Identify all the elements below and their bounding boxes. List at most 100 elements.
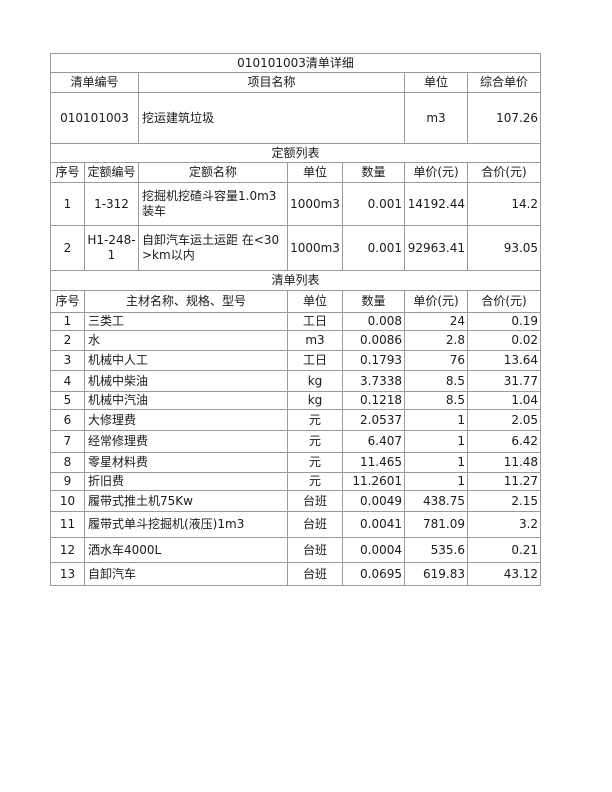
quota-header-row: 序号 定额编号 定额名称 单位 数量 单价(元) 合价(元)	[50, 162, 542, 183]
cell-no: 2	[50, 225, 85, 271]
cell-total: 1.04	[466, 391, 542, 410]
quota-header-no: 序号	[50, 162, 85, 183]
cell-no: 8	[50, 452, 85, 473]
cell-price: 438.75	[404, 490, 468, 512]
cell-no: 7	[50, 430, 85, 453]
list-header-price: 单价(元)	[404, 290, 468, 313]
list-section-row: 清单列表	[49, 270, 542, 291]
cell-name: 履带式单斗挖掘机(液压)1m3	[84, 511, 288, 538]
cell-unit: 1000m3	[287, 225, 343, 271]
cell-qty: 0.1793	[342, 350, 405, 371]
cell-unit: 1000m3	[287, 182, 343, 226]
cell-unit: kg	[287, 370, 343, 392]
list-section-title: 清单列表	[49, 270, 542, 291]
cell-price: 107.26	[466, 92, 542, 144]
summary-row: 010101003 挖运建筑垃圾 m3 107.26	[50, 92, 542, 144]
cell-total: 11.48	[466, 452, 542, 473]
cell-name: 自卸汽车运土运距 在<30>km以内	[138, 225, 288, 271]
cell-no: 5	[50, 391, 85, 410]
cell-no: 1	[50, 312, 85, 331]
table-title-row: 010101003清单详细	[49, 53, 542, 73]
cell-name: 洒水车4000L	[84, 537, 288, 563]
list-row: 2 水 m3 0.0086 2.8 0.02	[50, 330, 542, 351]
cell-unit: 台班	[287, 490, 343, 512]
cell-price: 1	[404, 409, 468, 431]
list-row: 10 履带式推土机75Kw 台班 0.0049 438.75 2.15	[50, 490, 542, 512]
list-row: 9 折旧费 元 11.2601 1 11.27	[50, 472, 542, 491]
cell-price: 14192.44	[404, 182, 468, 226]
list-row: 6 大修理费 元 2.0537 1 2.05	[50, 409, 542, 431]
cell-qty: 0.0695	[342, 562, 405, 586]
summary-header-price: 综合单价	[466, 72, 542, 93]
summary-header-name: 项目名称	[138, 72, 405, 93]
cell-qty: 11.2601	[342, 472, 405, 491]
cell-unit: kg	[287, 391, 343, 410]
cell-name: 折旧费	[84, 472, 288, 491]
list-header-row: 序号 主材名称、规格、型号 单位 数量 单价(元) 合价(元)	[50, 290, 542, 313]
cell-name: 挖掘机挖碴斗容量1.0m3装车	[138, 182, 288, 226]
cell-no: 6	[50, 409, 85, 431]
cell-no: 13	[50, 562, 85, 586]
cell-price: 535.6	[404, 537, 468, 563]
cell-unit: m3	[404, 92, 468, 144]
cell-price: 1	[404, 472, 468, 491]
cell-price: 2.8	[404, 330, 468, 351]
cell-name: 机械中汽油	[84, 391, 288, 410]
cell-total: 0.19	[466, 312, 542, 331]
page-title: 010101003清单详细	[49, 53, 542, 73]
cell-unit: m3	[287, 330, 343, 351]
cell-unit: 元	[287, 452, 343, 473]
cell-no: 2	[50, 330, 85, 351]
cell-qty: 0.001	[342, 225, 405, 271]
cell-unit: 工日	[287, 312, 343, 331]
cell-total: 13.64	[466, 350, 542, 371]
cell-qty: 2.0537	[342, 409, 405, 431]
cell-no: 12	[50, 537, 85, 563]
list-row: 3 机械中人工 工日 0.1793 76 13.64	[50, 350, 542, 371]
cell-total: 93.05	[466, 225, 542, 271]
cell-no: 4	[50, 370, 85, 392]
cell-price: 1	[404, 430, 468, 453]
cell-total: 14.2	[466, 182, 542, 226]
quota-row: 1 1-312 挖掘机挖碴斗容量1.0m3装车 1000m3 0.001 141…	[50, 182, 542, 226]
quota-row: 2 H1-248-1 自卸汽车运土运距 在<30>km以内 1000m3 0.0…	[50, 225, 542, 271]
cell-qty: 0.0086	[342, 330, 405, 351]
cell-unit: 元	[287, 409, 343, 431]
detail-table: 010101003清单详细 清单编号 项目名称 单位 综合单价 01010100…	[49, 53, 542, 586]
cell-total: 2.05	[466, 409, 542, 431]
list-row: 12 洒水车4000L 台班 0.0004 535.6 0.21	[50, 537, 542, 563]
cell-name: 机械中人工	[84, 350, 288, 371]
cell-unit: 台班	[287, 562, 343, 586]
cell-price: 8.5	[404, 370, 468, 392]
cell-name: 大修理费	[84, 409, 288, 431]
cell-no: 11	[50, 511, 85, 538]
cell-no: 3	[50, 350, 85, 371]
list-header-no: 序号	[50, 290, 85, 313]
quota-section-title: 定额列表	[49, 143, 542, 163]
cell-qty: 3.7338	[342, 370, 405, 392]
cell-total: 43.12	[466, 562, 542, 586]
cell-no: 1	[50, 182, 85, 226]
summary-header-code: 清单编号	[50, 72, 139, 93]
cell-price: 92963.41	[404, 225, 468, 271]
cell-price: 24	[404, 312, 468, 331]
cell-qty: 0.008	[342, 312, 405, 331]
cell-total: 0.21	[466, 537, 542, 563]
cell-name: 经常修理费	[84, 430, 288, 453]
cell-price: 619.83	[404, 562, 468, 586]
cell-qty: 6.407	[342, 430, 405, 453]
list-row: 7 经常修理费 元 6.407 1 6.42	[50, 430, 542, 453]
cell-no: 10	[50, 490, 85, 512]
cell-qty: 0.1218	[342, 391, 405, 410]
list-row: 1 三类工 工日 0.008 24 0.19	[50, 312, 542, 331]
quota-section-row: 定额列表	[49, 143, 542, 163]
cell-name: 挖运建筑垃圾	[138, 92, 405, 144]
cell-total: 2.15	[466, 490, 542, 512]
cell-price: 1	[404, 452, 468, 473]
quota-header-unit: 单位	[287, 162, 343, 183]
quota-header-qty: 数量	[342, 162, 405, 183]
cell-total: 0.02	[466, 330, 542, 351]
cell-unit: 元	[287, 472, 343, 491]
list-header-unit: 单位	[287, 290, 343, 313]
cell-total: 31.77	[466, 370, 542, 392]
